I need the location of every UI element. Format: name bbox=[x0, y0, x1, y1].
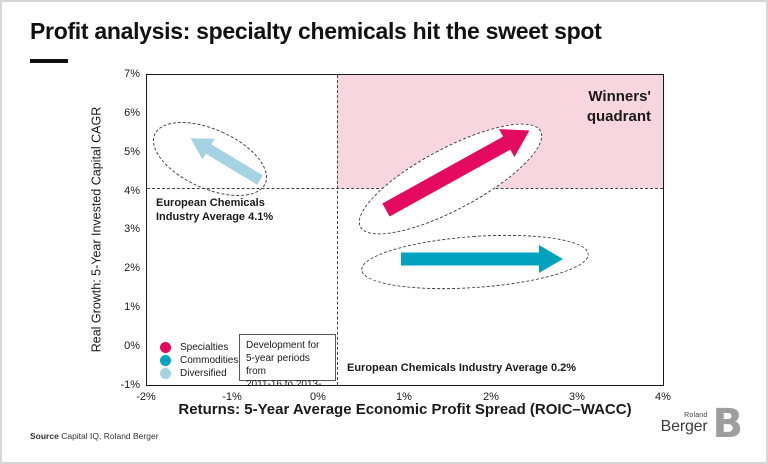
source-text: Capital IQ, Roland Berger bbox=[61, 431, 159, 441]
arrow-shaft bbox=[401, 252, 541, 266]
y-tick: 0% bbox=[124, 340, 140, 352]
title-underline bbox=[30, 59, 68, 63]
avg-returns-refline bbox=[337, 75, 338, 385]
note-line: 2011-16 to 2013-18 bbox=[246, 379, 322, 386]
legend-label: Specialties bbox=[180, 342, 229, 353]
x-axis-title: Returns: 5-Year Average Economic Profit … bbox=[178, 401, 632, 418]
page-title: Profit analysis: specialty chemicals hit… bbox=[30, 18, 602, 44]
logo-roland-text: Roland bbox=[684, 412, 708, 419]
x-tick: 0% bbox=[310, 391, 326, 403]
commodities-trend-arrow bbox=[401, 243, 563, 275]
avg-growth-annotation: European Chemicals Industry Average 4.1% bbox=[156, 197, 274, 223]
y-tick: 7% bbox=[124, 68, 140, 80]
commodities-dot-icon bbox=[160, 355, 171, 366]
diversified-dot-icon bbox=[160, 368, 171, 379]
roland-berger-logo: Roland Berger B bbox=[661, 404, 743, 444]
development-note-box: Development for 5-year periods from 2011… bbox=[239, 334, 336, 385]
note-line: 5-year periods from bbox=[246, 353, 310, 377]
x-tick: -1% bbox=[222, 391, 242, 403]
legend-item-specialties: Specialties bbox=[160, 341, 238, 354]
y-tick: 6% bbox=[124, 107, 140, 119]
x-tick: 4% bbox=[655, 391, 671, 403]
y-tick: -1% bbox=[120, 379, 140, 391]
legend-item-diversified: Diversified bbox=[160, 367, 238, 380]
source-line: Source Capital IQ, Roland Berger bbox=[30, 431, 159, 441]
arrow-head bbox=[539, 245, 563, 273]
y-tick: 2% bbox=[124, 262, 140, 274]
x-tick: -2% bbox=[136, 391, 156, 403]
source-label: Source bbox=[30, 431, 59, 441]
legend: Specialties Commodities Diversified bbox=[160, 341, 238, 380]
specialties-dot-icon bbox=[160, 342, 171, 353]
legend-item-commodities: Commodities bbox=[160, 354, 238, 367]
logo-berger-text: Berger bbox=[660, 418, 708, 435]
y-axis-title: Real Growth: 5-Year Invested Capital CAG… bbox=[89, 106, 104, 353]
y-tick: 5% bbox=[124, 146, 140, 158]
y-tick: 3% bbox=[124, 223, 140, 235]
y-tick: 1% bbox=[124, 301, 140, 313]
legend-label: Commodities bbox=[180, 355, 239, 366]
avg-returns-annotation: European Chemicals Industry Average 0.2% bbox=[347, 362, 577, 374]
y-tick: 4% bbox=[124, 185, 140, 197]
winners-quadrant-label: Winners' quadrant bbox=[586, 88, 651, 125]
scatter-plot-area: Winners' quadrant European Chemicals Ind… bbox=[146, 74, 664, 386]
logo-wordmark: Roland Berger bbox=[661, 412, 708, 436]
logo-b-icon: B bbox=[712, 401, 744, 447]
note-line: Development for bbox=[246, 340, 320, 351]
x-tick: 2% bbox=[483, 391, 499, 403]
legend-label: Diversified bbox=[180, 368, 227, 379]
x-tick: 3% bbox=[569, 391, 585, 403]
x-tick: 1% bbox=[396, 391, 412, 403]
